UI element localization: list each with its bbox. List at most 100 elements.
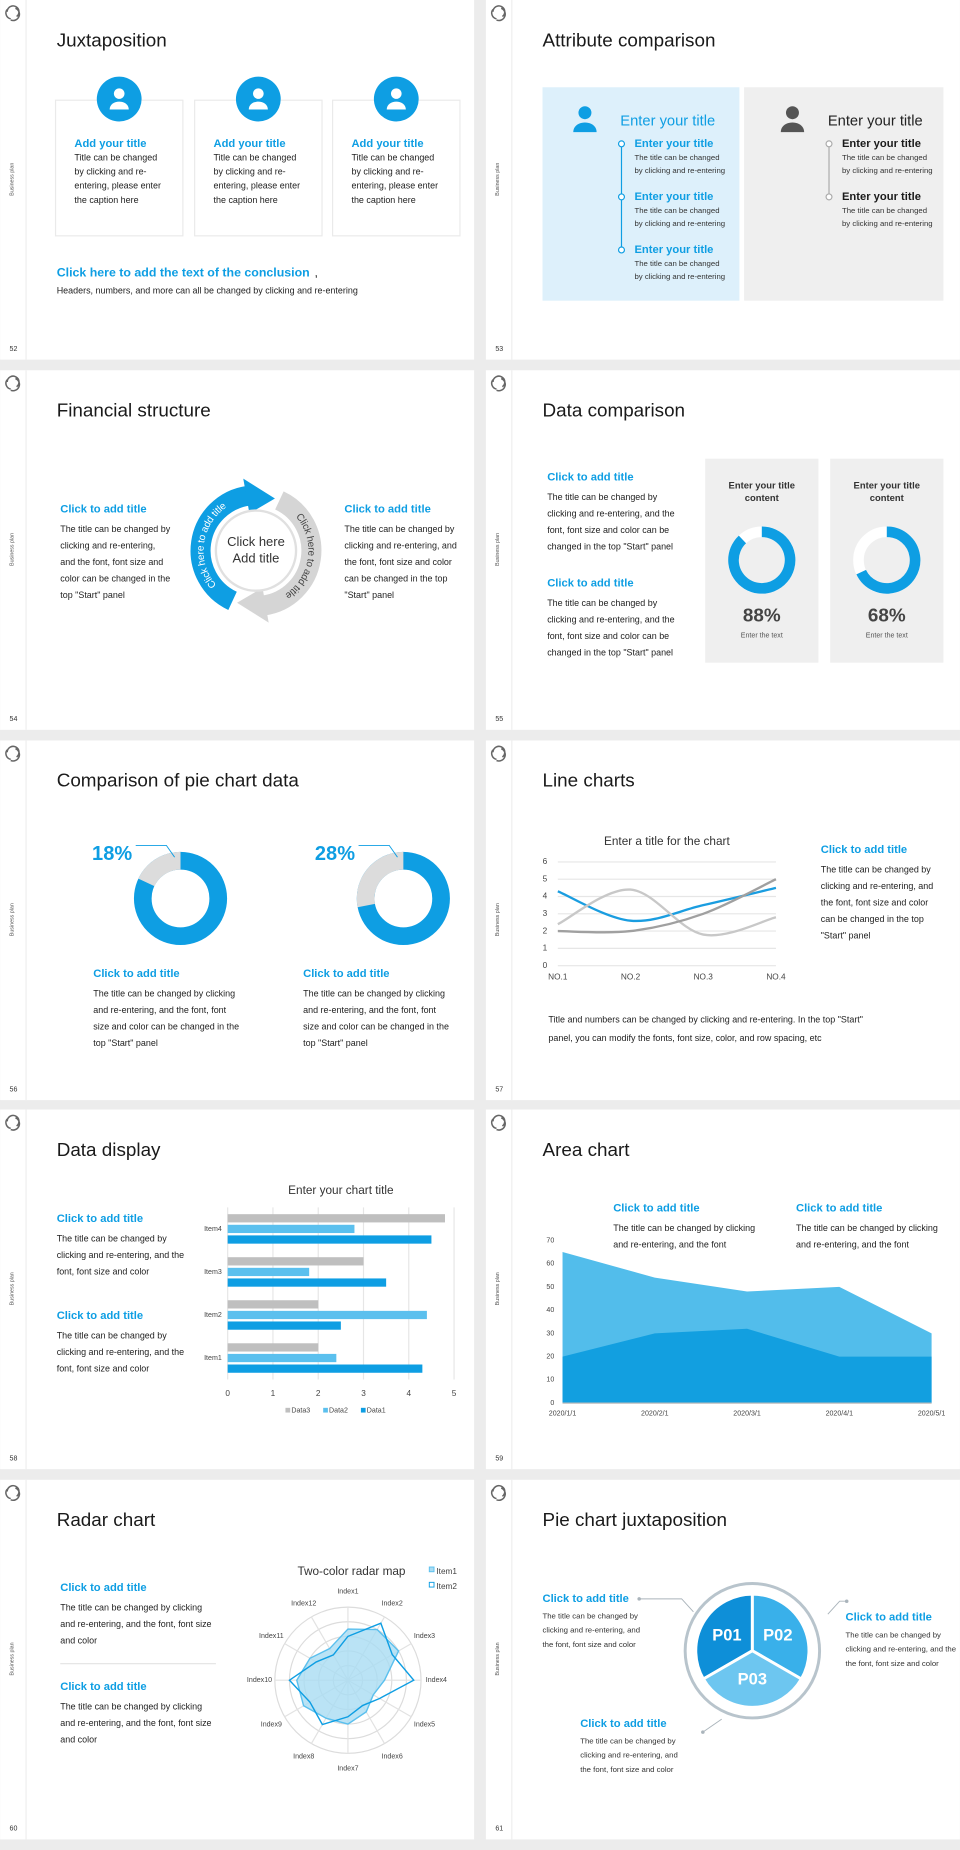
block-body: top "Start" panel	[93, 1038, 158, 1048]
block-body: font, font size and color can be	[547, 525, 669, 535]
bar	[227, 1278, 387, 1287]
y-tick-label: 2	[543, 926, 548, 935]
x-tick-label: 2020/4/1	[826, 1411, 854, 1418]
bar	[227, 1235, 432, 1244]
slide: Business plan 59 Area chart Click to add ti…	[485, 1109, 960, 1470]
block-body: The title can be changed by clicking	[60, 1603, 202, 1613]
block-body: changed in the top "Start" panel	[547, 541, 673, 551]
icon-body	[386, 101, 406, 110]
page-number: 59	[495, 1455, 503, 1462]
stat-card	[705, 458, 819, 663]
block-body: and re-entering, and the font, font size	[60, 1718, 211, 1728]
block-body: "Start" panel	[344, 590, 394, 600]
item-title: Enter your title	[842, 138, 921, 150]
slide-title: Data comparison	[542, 399, 685, 420]
bar	[227, 1353, 337, 1363]
icon-body	[248, 101, 268, 110]
item-body: The title can be changed	[634, 206, 719, 215]
card-title: content	[745, 492, 780, 503]
slide: Business plan 53 Attribute comparison Enter…	[485, 0, 960, 360]
value-label: 88%	[743, 605, 781, 626]
donut-segment	[728, 526, 796, 594]
side-label: Business plan	[495, 533, 501, 566]
axis-label: Index6	[382, 1754, 403, 1761]
legend-swatch	[428, 1566, 435, 1573]
block-body: The title can be changed by	[821, 865, 932, 875]
cycle-arc	[190, 485, 251, 610]
block-body: "Start" panel	[821, 931, 871, 941]
block-body: top "Start" panel	[60, 590, 125, 600]
y-tick-label: Item1	[204, 1355, 222, 1362]
radar-series	[296, 1628, 400, 1725]
bar	[227, 1300, 319, 1309]
y-tick-label: 40	[546, 1307, 554, 1314]
block-heading: Click to add title	[547, 471, 633, 483]
block-body: changed in the top "Start" panel	[547, 648, 673, 658]
conclusion-text: Headers, numbers, and more can all be ch…	[57, 286, 358, 296]
card-heading: Add your title	[214, 138, 286, 150]
bar	[227, 1257, 364, 1266]
line-series	[557, 888, 777, 937]
timeline-dot	[825, 193, 833, 201]
y-tick-label: 3	[543, 909, 548, 918]
block-heading: Click to add title	[57, 1213, 143, 1225]
chart-title: Two-color radar map	[297, 1565, 405, 1578]
slide: Business plan 58 Data display Click to add …	[0, 1109, 475, 1470]
y-tick-label: Item2	[204, 1312, 222, 1319]
axis-label: Index8	[293, 1754, 314, 1761]
slide-title: Comparison of pie chart data	[57, 770, 300, 791]
side-label: Business plan	[495, 903, 501, 936]
axis-label: Index10	[247, 1677, 272, 1684]
page-number: 60	[10, 1826, 18, 1833]
block-body: The title can be changed by clicking	[303, 988, 445, 998]
y-tick-label: 4	[543, 892, 548, 901]
side-label: Business plan	[9, 163, 15, 196]
connector-dot	[637, 1597, 641, 1601]
slide-title: Area chart	[542, 1139, 630, 1160]
item-body: by clicking and re-entering	[634, 166, 725, 175]
item-title: Enter your title	[634, 191, 713, 203]
logo	[490, 745, 506, 762]
y-tick-label: 0	[543, 961, 548, 970]
logo	[5, 745, 21, 762]
card-body: by clicking and re-	[74, 167, 146, 177]
block-body: size and color can be changed in the	[303, 1021, 449, 1031]
block-heading: Click to add title	[613, 1203, 699, 1215]
radar-series	[288, 1622, 415, 1726]
block-body: The title can be changed by	[60, 524, 171, 534]
x-tick-label: 2020/1/1	[549, 1411, 577, 1418]
x-tick-label: 2020/5/1	[918, 1411, 946, 1418]
legend-label: Item2	[436, 1582, 457, 1591]
pie-slice	[701, 1649, 804, 1709]
block-heading: Click to add title	[821, 844, 907, 856]
cycle-arrow	[237, 587, 269, 623]
icon-body	[109, 101, 129, 110]
card-caption: Enter the text	[866, 632, 908, 639]
block-body: The title can be changed by	[344, 524, 455, 534]
x-tick-label: 2020/2/1	[641, 1411, 669, 1418]
card-body: entering, please enter	[351, 181, 438, 191]
card-icon	[373, 76, 419, 122]
side-label: Business plan	[495, 1642, 501, 1675]
card-heading: Add your title	[351, 138, 423, 150]
card-body: entering, please enter	[74, 181, 161, 191]
page-number: 58	[10, 1455, 18, 1462]
block-body: font, font size and color	[57, 1363, 150, 1373]
slide-title: Pie chart juxtaposition	[542, 1509, 727, 1530]
logo	[5, 375, 21, 392]
x-tick-label: 2	[316, 1389, 321, 1398]
block-body: and color	[60, 1735, 97, 1745]
slice-label: P02	[763, 1626, 792, 1644]
card-icon	[235, 76, 281, 122]
slide-title: Financial structure	[57, 399, 211, 420]
legend-label: Data2	[329, 1408, 348, 1415]
value-label: 28%	[315, 843, 355, 865]
icon-head	[578, 106, 592, 120]
area-series	[562, 1328, 932, 1404]
donut-segment	[356, 851, 404, 908]
side-label: Business plan	[9, 1272, 15, 1305]
block-heading: Click to add title	[344, 503, 430, 515]
connector	[639, 1598, 694, 1613]
page-number: 55	[495, 716, 503, 723]
axis-label: Index7	[337, 1766, 358, 1773]
